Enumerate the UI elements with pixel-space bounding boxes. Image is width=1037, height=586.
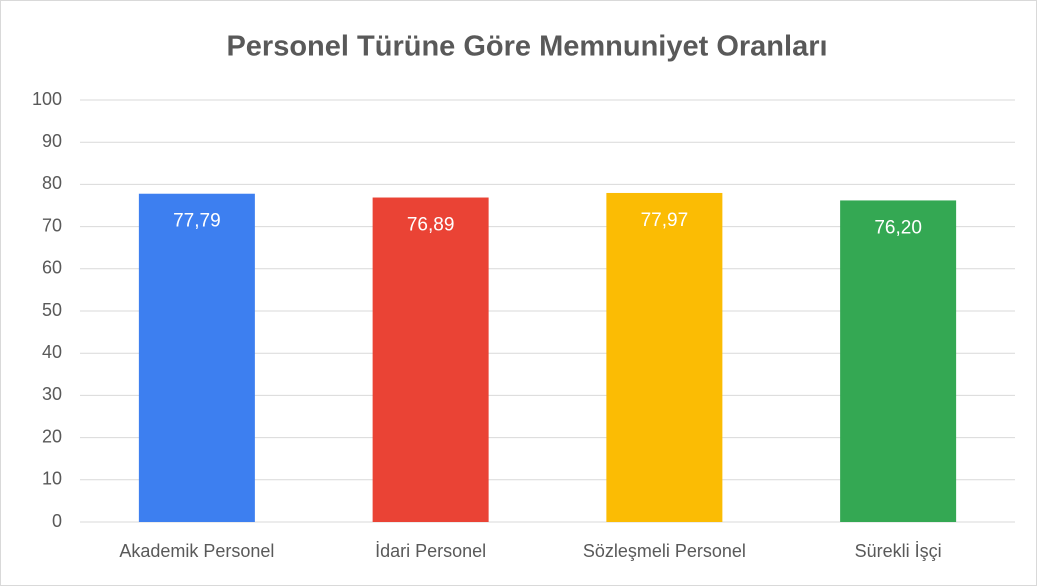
y-tick-label: 40: [42, 342, 62, 362]
bar: [372, 197, 489, 522]
y-tick-label: 10: [42, 469, 62, 489]
y-tick-label: 0: [52, 511, 62, 531]
bar: [606, 192, 723, 522]
x-tick-label: Sözleşmeli Personel: [583, 541, 746, 561]
y-tick-label: 70: [42, 215, 62, 235]
y-tick-label: 30: [42, 384, 62, 404]
data-label: 76,20: [874, 217, 922, 238]
bar: [138, 193, 255, 522]
y-tick-label: 60: [42, 258, 62, 278]
data-label: 76,89: [407, 215, 455, 236]
chart-title: Personel Türüne Göre Memnuniyet Oranları: [226, 31, 827, 63]
data-label: 77,97: [641, 210, 689, 231]
y-tick-label: 100: [32, 89, 62, 109]
data-label: 77,79: [173, 211, 221, 232]
y-tick-label: 80: [42, 173, 62, 193]
y-tick-label: 90: [42, 131, 62, 151]
y-tick-label: 20: [42, 426, 62, 446]
y-tick-label: 50: [42, 300, 62, 320]
x-tick-label: Akademik Personel: [119, 541, 274, 561]
x-tick-label: İdari Personel: [375, 541, 486, 561]
bar: [840, 200, 957, 522]
x-tick-label: Sürekli İşçi: [855, 541, 942, 561]
